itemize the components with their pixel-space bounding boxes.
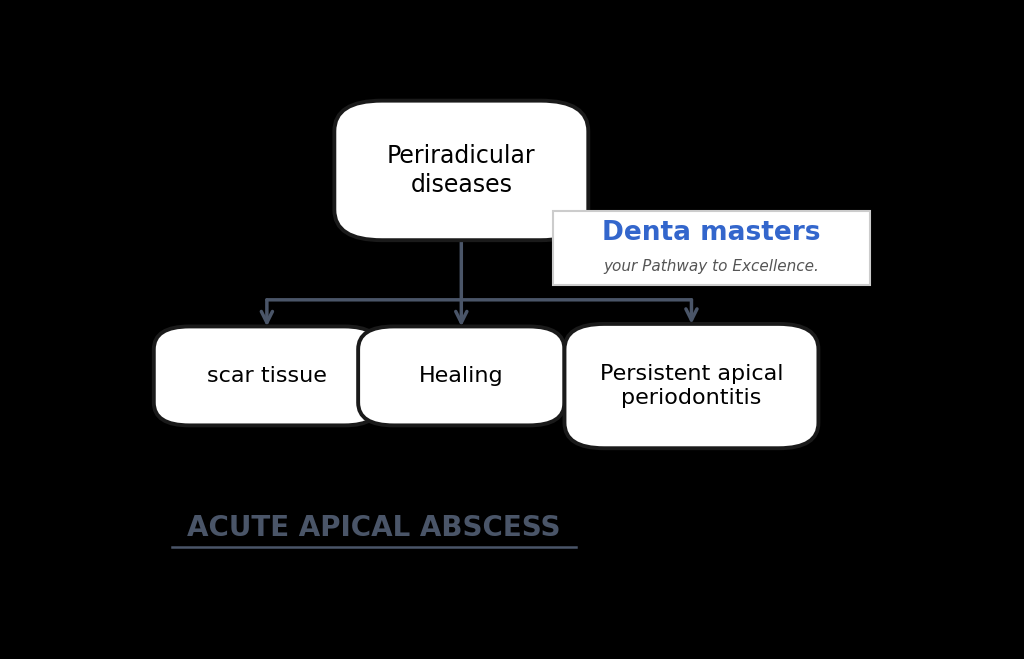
- FancyBboxPatch shape: [553, 211, 870, 285]
- Text: Persistent apical
periodontitis: Persistent apical periodontitis: [600, 364, 783, 409]
- Text: your Pathway to Excellence.: your Pathway to Excellence.: [603, 259, 819, 273]
- Text: scar tissue: scar tissue: [207, 366, 327, 386]
- Text: ACUTE APICAL ABSCESS: ACUTE APICAL ABSCESS: [187, 514, 561, 542]
- FancyBboxPatch shape: [358, 326, 564, 426]
- FancyBboxPatch shape: [154, 326, 380, 426]
- Text: Healing: Healing: [419, 366, 504, 386]
- Text: Periradicular
diseases: Periradicular diseases: [387, 144, 536, 197]
- FancyBboxPatch shape: [334, 101, 588, 240]
- FancyBboxPatch shape: [564, 324, 818, 448]
- Text: Denta masters: Denta masters: [602, 220, 820, 246]
